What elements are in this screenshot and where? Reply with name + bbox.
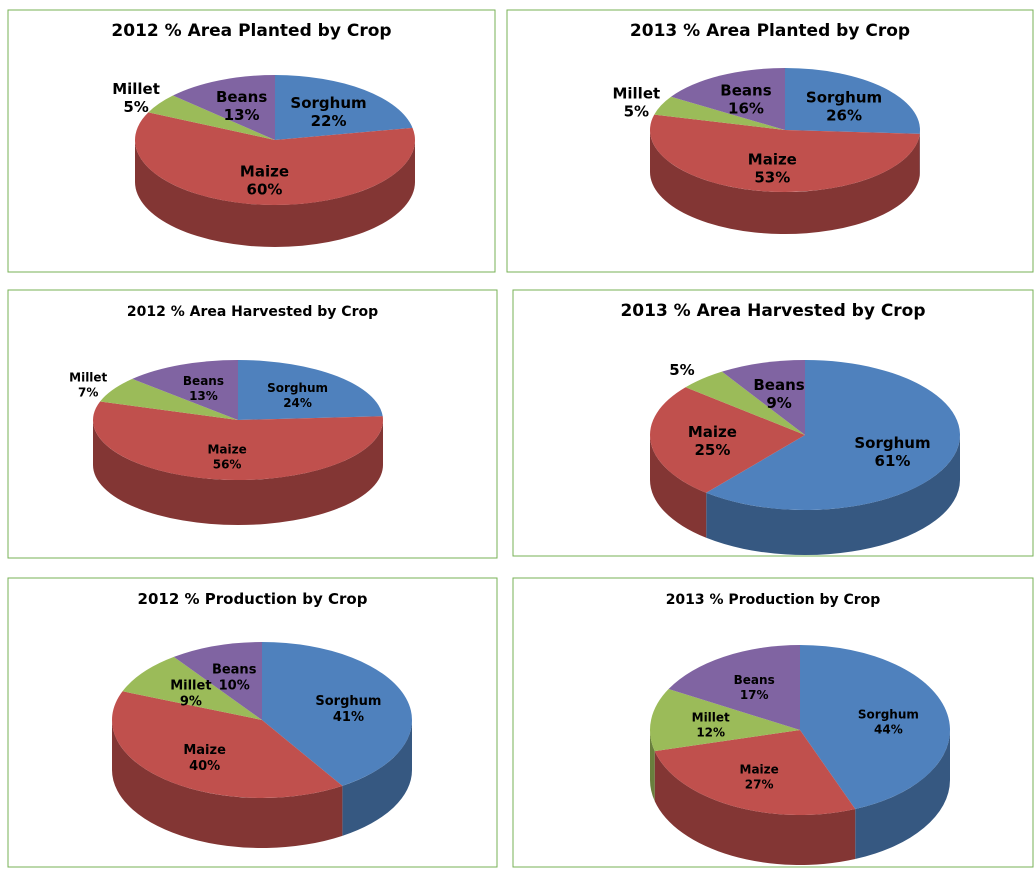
slice-label-value: 9% [180, 694, 202, 709]
slice-label-value: 22% [311, 112, 347, 130]
slice-side [650, 130, 920, 235]
slice-label-name: Beans [183, 374, 224, 388]
slice [122, 656, 262, 720]
slice [148, 95, 275, 140]
slice [671, 68, 785, 130]
slice-label-value: 40% [189, 759, 220, 774]
slice-label-name: Millet [170, 678, 211, 693]
slice [172, 75, 275, 140]
slice-side [342, 720, 412, 836]
slice-side [112, 720, 343, 849]
slice [721, 360, 805, 435]
slice-side [706, 435, 960, 556]
slice [134, 112, 415, 206]
slice-label-name: Maize [240, 163, 289, 181]
slice-side [650, 730, 655, 802]
slice [785, 68, 920, 134]
slice-label-name: Beans [734, 673, 775, 687]
chart-title: 2012 % Area Harvested by Crop [127, 304, 378, 320]
slice-side [855, 730, 950, 860]
slice-label-value: 10% [219, 678, 250, 693]
slice-label-name: Millet [612, 84, 660, 102]
slice-label-name: Beans [216, 88, 267, 106]
slice [275, 75, 413, 140]
slice-label-name: Millet [692, 711, 730, 725]
slice [262, 642, 413, 786]
slice-label-value: 61% [875, 452, 911, 470]
slice-label-name: Sorghum [858, 707, 919, 721]
slice-label-name: Beans [753, 376, 804, 394]
slice-label-value: 9% [766, 394, 791, 412]
slice [132, 360, 238, 420]
slice-label-name: Maize [688, 423, 737, 441]
slice-side [650, 435, 707, 538]
slice [650, 689, 800, 752]
slice-label-name: Maize [748, 151, 797, 169]
slice-side [135, 140, 415, 247]
slice-label-name: Maize [207, 443, 246, 457]
slice [111, 691, 343, 799]
slice-label-value: 5% [123, 98, 148, 116]
slice [650, 387, 805, 493]
slice-label-value: 5% [624, 102, 649, 120]
slice [685, 371, 805, 435]
chart-title: 2013 % Area Harvested by Crop [620, 301, 925, 321]
slice-label-value: 13% [189, 389, 218, 403]
slice-label-value: 41% [333, 710, 364, 725]
slice [238, 360, 383, 420]
slice-label-value: 60% [247, 181, 283, 199]
slice-label-value: 13% [224, 106, 260, 124]
slice-label-value: 16% [728, 99, 764, 117]
slice-label-name: Sorghum [315, 694, 381, 709]
slice-label-name: Sorghum [290, 94, 366, 112]
slice [706, 360, 960, 511]
slice-label-value: 27% [745, 777, 774, 791]
slice-label-name: Maize [740, 762, 779, 776]
slice-label-name: Millet [69, 370, 107, 384]
slice-label-value: 25% [694, 441, 730, 459]
slice-side [93, 420, 383, 525]
slice-label-value: 17% [740, 688, 769, 702]
slice-label-value: 44% [874, 722, 903, 736]
slice-label-name: Maize [183, 743, 226, 758]
slice-label-name: Sorghum [806, 89, 882, 107]
slice [668, 645, 800, 730]
slice [100, 378, 238, 420]
slice-label-value: 26% [826, 107, 862, 125]
chart-title: 2013 % Area Planted by Crop [630, 21, 910, 41]
slice-label-name: Sorghum [854, 434, 930, 452]
slice-label-name: Beans [720, 81, 771, 99]
slice [654, 96, 785, 130]
slice-side [654, 751, 856, 865]
chart-title: 2012 % Area Planted by Crop [111, 21, 391, 41]
slice-label-value: 5% [669, 361, 694, 379]
slice [173, 642, 262, 720]
slice-label-name: Sorghum [267, 381, 328, 395]
slice-label-name: Beans [212, 662, 257, 677]
slice-label-value: 24% [283, 396, 312, 410]
slice-label-value: 7% [78, 385, 98, 399]
slice [654, 730, 856, 816]
slice [92, 401, 383, 480]
slice-label-value: 12% [696, 726, 725, 740]
slice-label-value: 56% [213, 458, 242, 472]
chart-title: 2013 % Production by Crop [666, 592, 881, 608]
slice-label-name: Millet [112, 80, 160, 98]
chart-title: 2012 % Production by Crop [138, 590, 368, 608]
slice-label-value: 53% [754, 169, 790, 187]
slice [800, 645, 951, 810]
slice [650, 114, 920, 192]
